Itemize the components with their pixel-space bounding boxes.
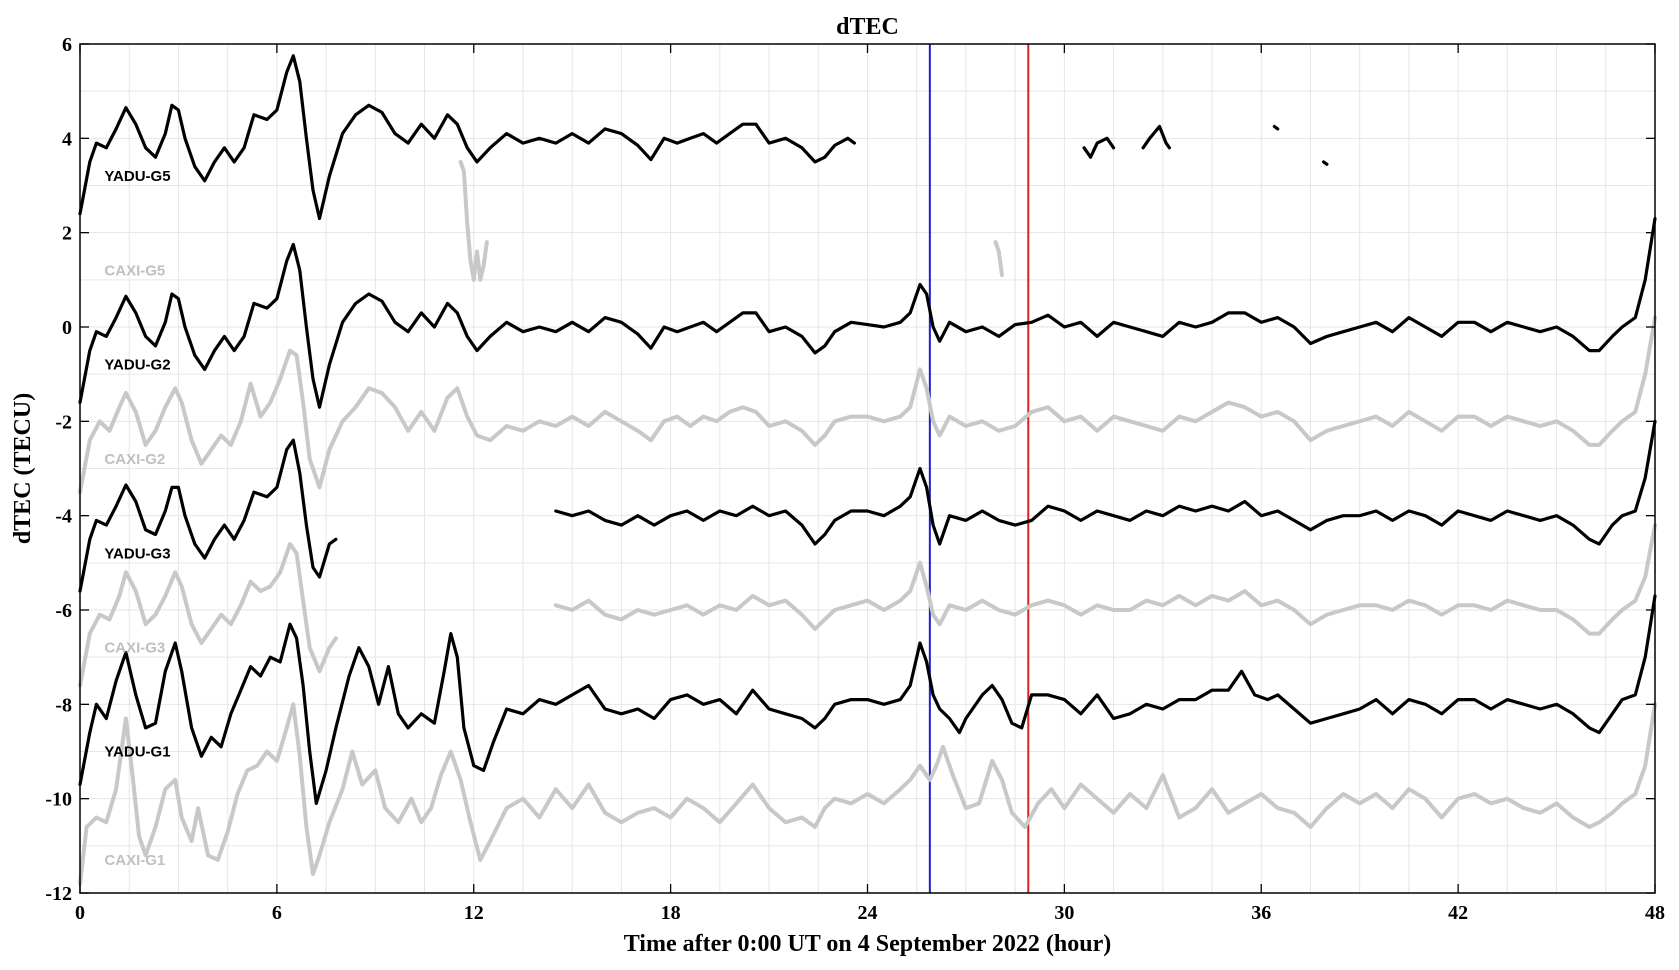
y-tick-label: -4 <box>55 506 72 528</box>
series-line-caxi-g2 <box>78 315 1657 495</box>
series-line-yadu-g1 <box>78 594 1657 806</box>
series-label-yadu-g1: YADU-G1 <box>104 744 170 761</box>
series-label-caxi-g5: CAXI-G5 <box>104 262 165 279</box>
event-lines <box>928 44 1030 893</box>
series-line-caxi-g5 <box>458 159 489 282</box>
x-tick-label: 36 <box>1251 902 1271 924</box>
y-tick-label: 0 <box>62 317 72 339</box>
x-tick-label: 12 <box>464 902 484 924</box>
y-axis-title: dTEC (TECU) <box>10 393 36 544</box>
y-tick-label: -12 <box>45 883 72 905</box>
x-tick-label: 30 <box>1054 902 1074 924</box>
chart-title: dTEC <box>836 14 899 40</box>
series-line-yadu-g5 <box>1321 160 1329 166</box>
series-line-caxi-g3 <box>553 523 1657 636</box>
series-line-yadu-g5 <box>78 54 857 221</box>
series-label-yadu-g3: YADU-G3 <box>104 545 170 562</box>
series-labels: YADU-G5 CAXI-G5 YADU-G2 CAXI-G2 YADU-G3 CAXI-… <box>104 168 170 869</box>
series-line-caxi-g5 <box>993 240 1004 278</box>
x-tick-label: 24 <box>858 902 878 924</box>
series-label-caxi-g1: CAXI-G1 <box>104 852 165 869</box>
series-label-yadu-g2: YADU-G2 <box>104 357 170 374</box>
series-line-yadu-g3 <box>78 438 338 593</box>
y-tick-label: 2 <box>62 223 72 245</box>
y-tick-label: 6 <box>62 34 72 56</box>
series-label-caxi-g3: CAXI-G3 <box>104 640 165 657</box>
grid <box>80 44 1655 893</box>
series-line-yadu-g5 <box>1082 136 1116 159</box>
series-line-yadu-g5 <box>1272 124 1280 131</box>
series-line-caxi-g3 <box>78 542 338 688</box>
series-lines <box>78 54 1657 886</box>
series-line-yadu-g2 <box>78 216 1657 409</box>
series-line-yadu-g5 <box>1141 124 1172 150</box>
series-line-yadu-g3 <box>554 419 1657 546</box>
series-label-yadu-g5: YADU-G5 <box>104 168 170 185</box>
y-tick-label: 4 <box>62 128 72 150</box>
x-axis-title: Time after 0:00 UT on 4 September 2022 (… <box>624 931 1112 957</box>
x-tick-label: 18 <box>661 902 681 924</box>
y-tick-label: -8 <box>55 694 72 716</box>
x-tick-label: 6 <box>272 902 282 924</box>
x-tick-label: 0 <box>75 902 85 924</box>
y-tick-label: -10 <box>45 789 72 811</box>
x-tick-label: 42 <box>1448 902 1468 924</box>
series-line-caxi-g1 <box>78 702 1657 886</box>
x-tick-label: 48 <box>1645 902 1665 924</box>
y-tick-label: -6 <box>55 600 72 622</box>
y-tick-label: -2 <box>55 411 72 433</box>
series-label-caxi-g2: CAXI-G2 <box>104 451 165 468</box>
